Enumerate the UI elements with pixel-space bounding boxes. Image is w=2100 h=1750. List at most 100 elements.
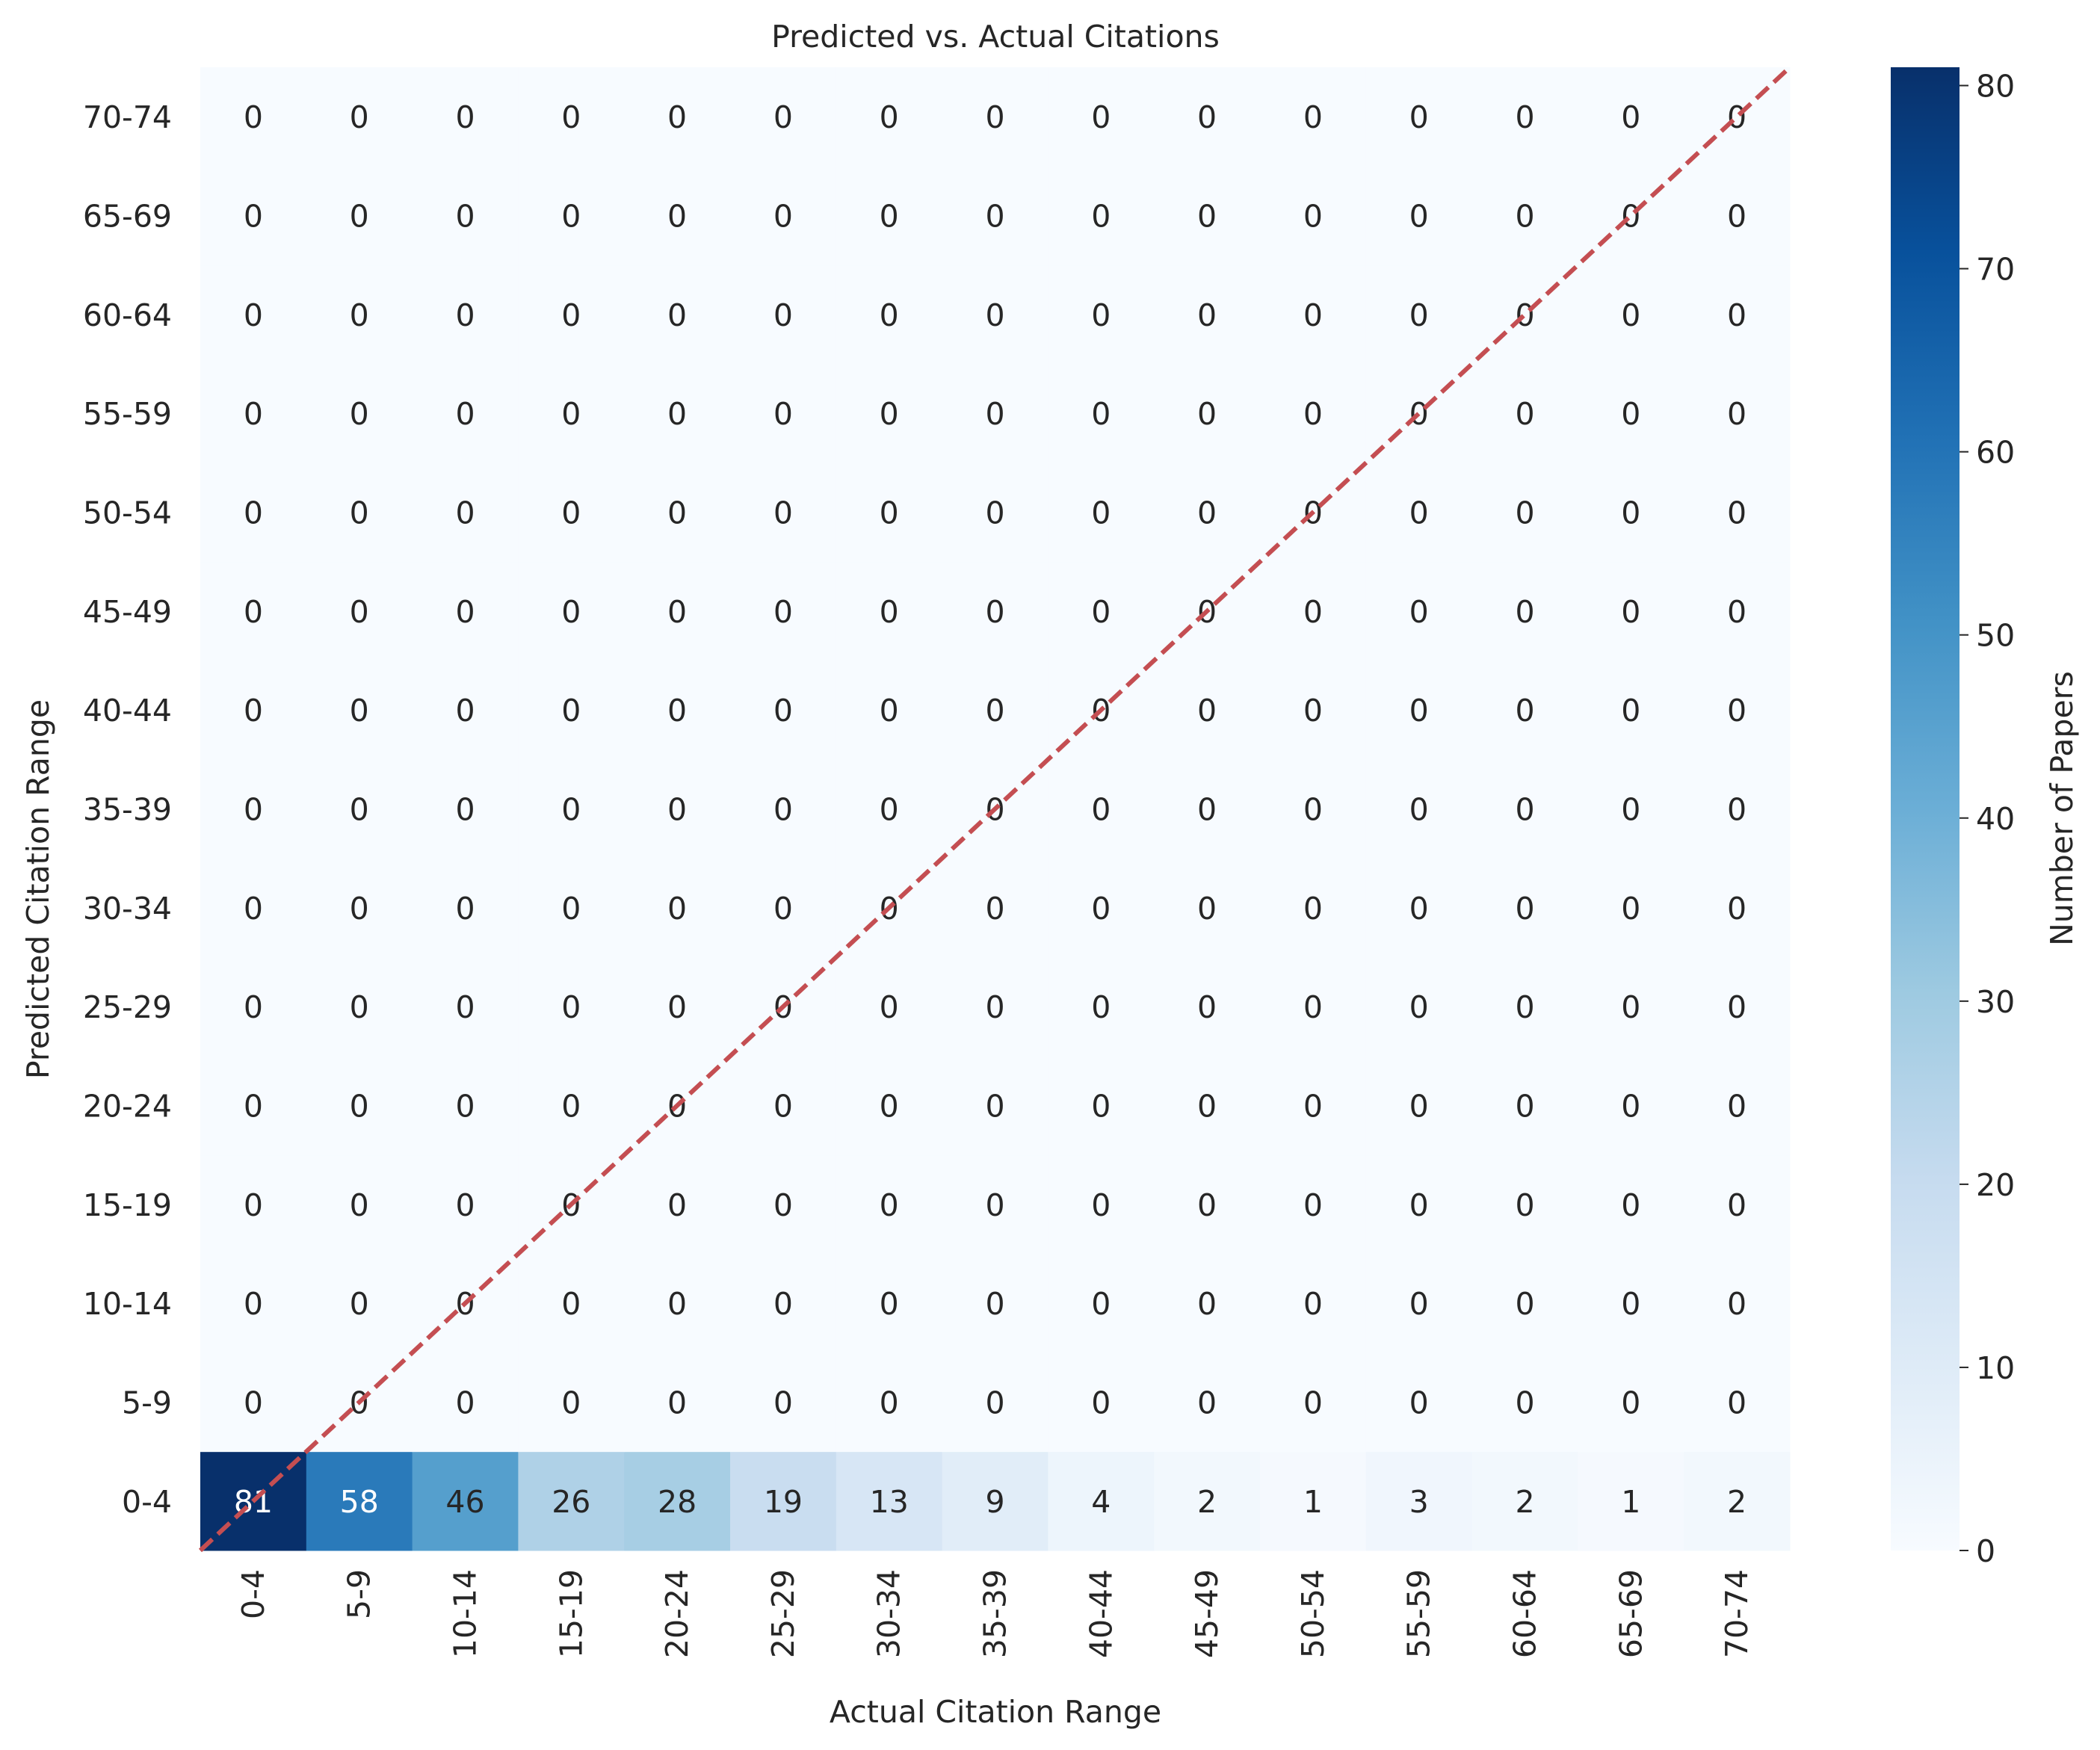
heatmap-cell <box>1154 1451 1261 1551</box>
heatmap-cell <box>942 1352 1049 1453</box>
heatmap-cell <box>1365 463 1473 563</box>
heatmap-cell <box>836 1056 943 1156</box>
heatmap-cell <box>836 661 943 760</box>
cell-value-label: 0 <box>1091 1286 1111 1322</box>
heatmap-cell <box>624 166 731 266</box>
cell-value-label: 0 <box>1091 594 1111 630</box>
heatmap-cell <box>730 759 837 859</box>
heatmap-cell <box>1684 858 1791 958</box>
cell-value-label: 0 <box>1727 989 1747 1025</box>
cell-value-label: 0 <box>1727 297 1747 333</box>
cell-value-label: 0 <box>1303 989 1323 1025</box>
cell-value-label: 0 <box>1515 199 1534 235</box>
cell-value-label: 0 <box>773 693 793 729</box>
cell-value-label: 0 <box>773 1187 793 1223</box>
heatmap-cell <box>1471 67 1578 167</box>
heatmap-cell <box>1260 1056 1367 1156</box>
colorbar-tick-label: 20 <box>1976 1167 2015 1203</box>
cell-value-label: 0 <box>1409 199 1429 235</box>
cell-value-label: 0 <box>1515 297 1534 333</box>
cell-value-label: 0 <box>1727 199 1747 235</box>
cell-value-label: 0 <box>1621 594 1640 630</box>
cell-value-label: 0 <box>1303 99 1323 135</box>
heatmap-cell <box>730 166 837 266</box>
heatmap-cell <box>200 1254 307 1353</box>
heatmap-cell <box>1471 858 1578 958</box>
cell-value-label: 0 <box>350 1187 369 1223</box>
heatmap-cell <box>1578 1451 1684 1551</box>
cell-value-label: 0 <box>1727 1286 1747 1322</box>
cell-value-label: 0 <box>1621 693 1640 729</box>
cell-value-label: 0 <box>667 297 687 333</box>
cell-value-label: 0 <box>1621 99 1640 135</box>
heatmap-cell <box>1154 265 1261 365</box>
cell-value-label: 0 <box>1197 792 1217 828</box>
chart-title: Predicted vs. Actual Citations <box>771 19 1220 55</box>
cell-value-label: 0 <box>1621 989 1640 1025</box>
cell-value-label: 0 <box>880 199 899 235</box>
heatmap-cell <box>1365 858 1473 958</box>
heatmap-cell <box>1365 1254 1473 1353</box>
cell-value-label: 0 <box>1727 1187 1747 1223</box>
cell-value-label: 0 <box>1621 396 1640 432</box>
cell-value-label: 0 <box>1727 396 1747 432</box>
heatmap-cell <box>1471 1352 1578 1453</box>
cell-value-label: 0 <box>244 99 263 135</box>
cell-value-label: 0 <box>1515 1187 1534 1223</box>
heatmap-cell <box>1471 561 1578 661</box>
y-tick-label: 65-69 <box>83 199 172 235</box>
cell-value-label: 0 <box>1621 1385 1640 1421</box>
cell-value-label: 0 <box>561 594 581 630</box>
heatmap-cell <box>730 561 837 661</box>
cell-value-label: 0 <box>880 297 899 333</box>
cell-value-label: 0 <box>773 1089 793 1125</box>
heatmap-cell <box>518 364 625 463</box>
cell-value-label: 0 <box>880 594 899 630</box>
cell-value-label: 0 <box>1303 297 1323 333</box>
x-tick-label: 25-29 <box>765 1569 801 1658</box>
y-tick-label: 10-14 <box>83 1286 172 1322</box>
cell-value-label: 0 <box>880 693 899 729</box>
cell-value-label: 0 <box>244 792 263 828</box>
heatmap-cell <box>1684 957 1791 1057</box>
cell-value-label: 0 <box>880 1385 899 1421</box>
cell-value-label: 0 <box>1091 1089 1111 1125</box>
cell-value-label: 0 <box>561 297 581 333</box>
cell-value-label: 0 <box>1197 989 1217 1025</box>
cell-value-label: 0 <box>350 1286 369 1322</box>
heatmap-cell <box>624 858 731 958</box>
cell-value-label: 28 <box>658 1484 697 1520</box>
heatmap-cell <box>518 1352 625 1453</box>
heatmap-cell <box>942 1254 1049 1353</box>
heatmap-cell <box>306 759 413 859</box>
heatmap-cell <box>1365 1056 1473 1156</box>
cell-value-label: 0 <box>985 693 1004 729</box>
heatmap-cell <box>1578 364 1684 463</box>
cell-value-label: 0 <box>667 792 687 828</box>
cell-value-label: 46 <box>445 1484 484 1520</box>
heatmap-cell <box>942 67 1049 167</box>
heatmap-cell <box>518 67 625 167</box>
cell-value-label: 0 <box>1515 1089 1534 1125</box>
x-tick-label: 70-74 <box>1719 1569 1755 1658</box>
heatmap-cell <box>200 463 307 563</box>
heatmap-cell <box>1684 67 1791 167</box>
heatmap-cell <box>1154 957 1261 1057</box>
cell-value-label: 0 <box>667 989 687 1025</box>
cell-value-label: 0 <box>244 396 263 432</box>
heatmap-cell <box>1578 759 1684 859</box>
heatmap-cell <box>1048 166 1155 266</box>
x-tick-label: 40-44 <box>1083 1569 1119 1658</box>
colorbar-tick-label: 60 <box>1976 435 2015 471</box>
cell-value-label: 0 <box>350 396 369 432</box>
heatmap-cell <box>1471 759 1578 859</box>
heatmap-cell <box>412 957 519 1057</box>
heatmap-cell <box>412 1352 519 1453</box>
heatmap-cell <box>624 463 731 563</box>
heatmap-cell <box>1154 364 1261 463</box>
colorbar-tick-label: 50 <box>1976 618 2015 654</box>
heatmap-cell <box>1260 561 1367 661</box>
heatmap-cell <box>200 265 307 365</box>
cell-value-label: 0 <box>455 1385 475 1421</box>
heatmap-cell <box>730 265 837 365</box>
